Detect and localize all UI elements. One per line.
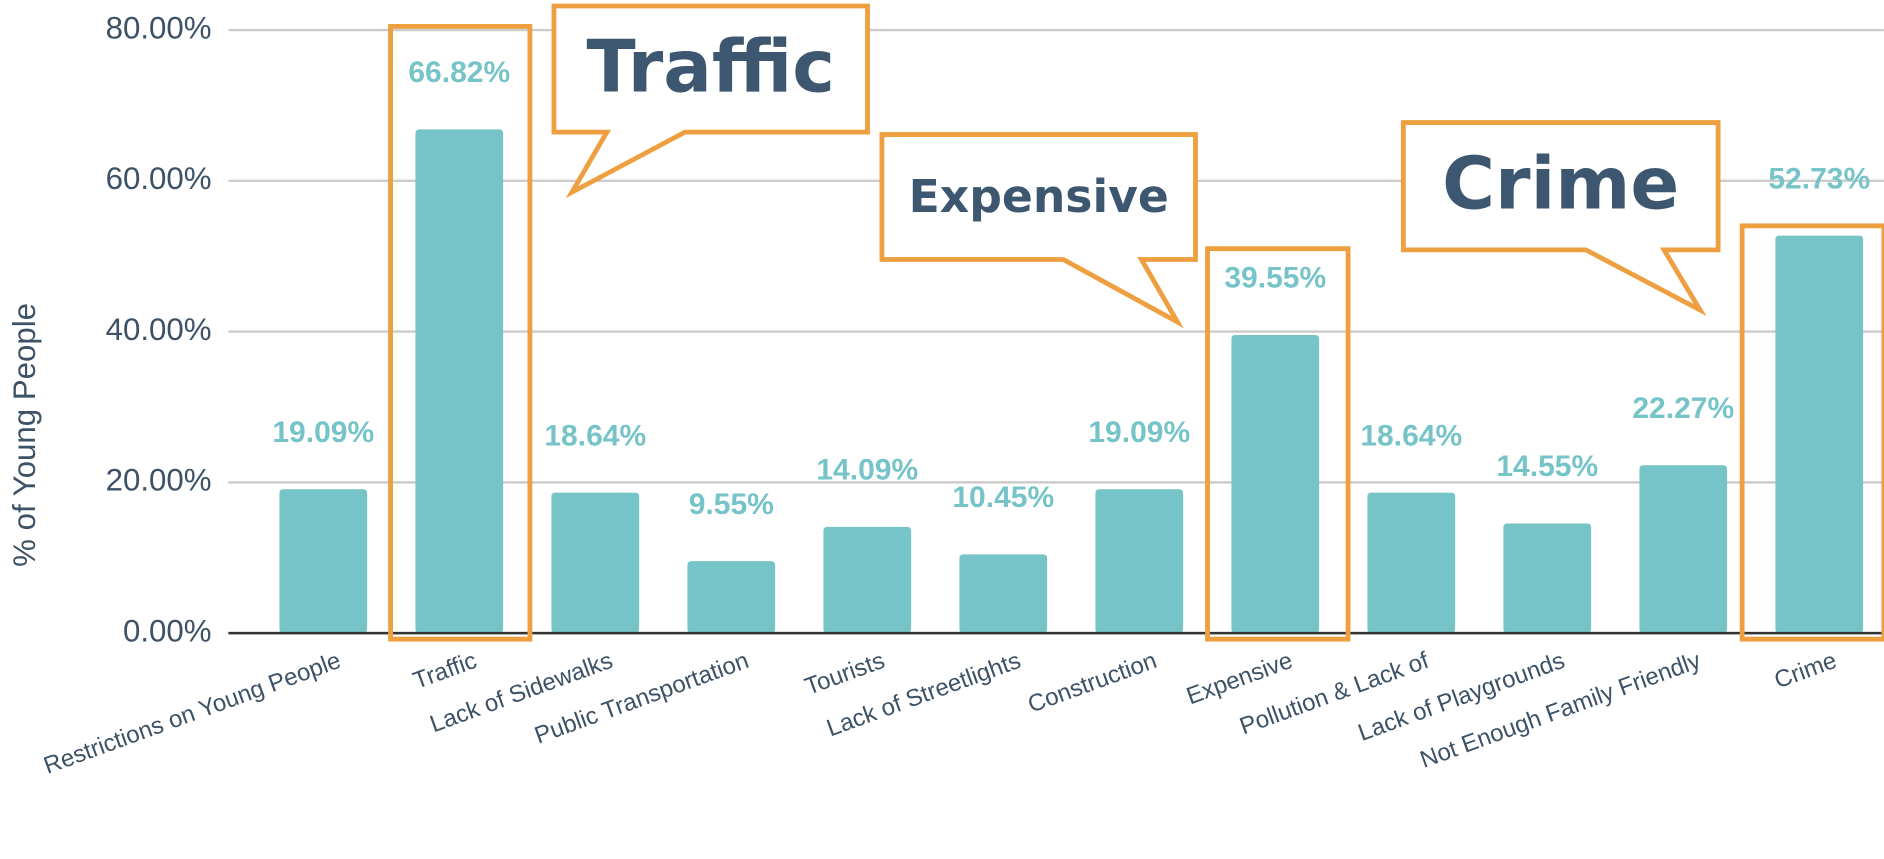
- value-label: 10.45%: [952, 481, 1054, 514]
- bar: [1503, 523, 1592, 634]
- y-tick-label: 0.00%: [123, 613, 212, 648]
- highlight-box: [1205, 246, 1351, 642]
- y-tick-label: 40.00%: [106, 312, 212, 347]
- callout: [551, 3, 870, 199]
- x-tick-label: Construction: [1024, 647, 1160, 718]
- callout-label: Crime: [1442, 142, 1679, 226]
- callout: [1400, 120, 1721, 317]
- x-tick-label: Crime: [1771, 647, 1840, 694]
- bar: [1231, 334, 1320, 634]
- bar: [1639, 465, 1728, 634]
- bar: [279, 489, 368, 634]
- x-tick-label: Restrictions on Young People: [40, 647, 344, 780]
- value-label: 66.82%: [408, 56, 510, 89]
- value-label: 19.09%: [1088, 416, 1190, 449]
- bar: [1095, 489, 1184, 634]
- y-axis-title: % of Young People: [7, 303, 42, 567]
- value-label: 14.09%: [816, 454, 918, 487]
- bar: [687, 561, 776, 634]
- value-label: 22.27%: [1632, 392, 1734, 425]
- value-label: 52.73%: [1768, 162, 1870, 195]
- bar: [1775, 235, 1864, 634]
- callout-label: Expensive: [909, 170, 1169, 223]
- value-label: 39.55%: [1224, 262, 1326, 295]
- value-label: 19.09%: [272, 416, 374, 449]
- highlight-box: [388, 24, 533, 642]
- y-tick-label: 20.00%: [106, 463, 212, 498]
- value-label: 9.55%: [689, 488, 774, 521]
- bar: [1367, 492, 1456, 634]
- value-label: 18.64%: [544, 419, 646, 452]
- value-label: 14.55%: [1496, 450, 1598, 483]
- value-label: 18.64%: [1360, 419, 1462, 452]
- callout: [879, 132, 1198, 329]
- bar: [823, 526, 912, 634]
- callout-label: Traffic: [586, 24, 835, 108]
- y-tick-label: 80.00%: [106, 10, 212, 45]
- x-tick-label: Tourists: [801, 647, 888, 701]
- y-tick-label: 60.00%: [106, 161, 212, 196]
- x-tick-label: Traffic: [410, 647, 481, 695]
- bar: [959, 554, 1048, 634]
- bar: [415, 129, 504, 634]
- bar: [551, 492, 640, 634]
